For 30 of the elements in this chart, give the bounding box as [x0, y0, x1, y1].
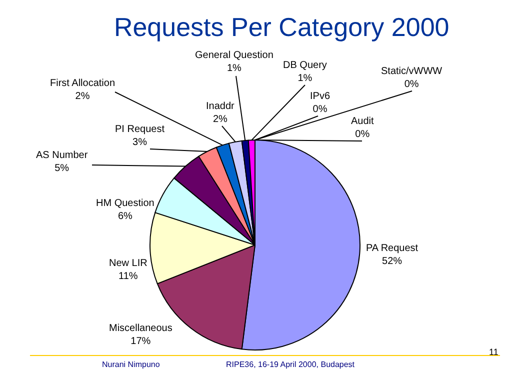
text: Nurani Nimpuno: [102, 360, 160, 369]
text: 11: [489, 347, 498, 357]
category-label: Audit: [351, 116, 374, 127]
text: RIPE36, 16-19 April 2000, Budapest: [226, 360, 356, 369]
text: 0%: [312, 104, 328, 115]
slice-label: Inaddr: [206, 101, 236, 112]
slice-label: PI Request: [115, 124, 165, 135]
data-label: 11%: [118, 271, 138, 282]
text: 0%: [355, 129, 370, 140]
data-label: 6%: [118, 211, 133, 222]
chart-title: Requests Per Category 2000: [114, 12, 450, 42]
text: 0%: [404, 79, 419, 90]
slice-label: Miscellaneous: [109, 323, 172, 334]
data-label: 1%: [298, 73, 312, 84]
data-label: 1%: [226, 63, 242, 74]
data-label: 17%: [130, 336, 151, 347]
slice-label: New LIR: [109, 258, 148, 269]
slice-label: PA Request: [366, 243, 418, 254]
slice-label: AS Number: [36, 150, 88, 161]
data-label: 5%: [54, 163, 70, 174]
data-label: 3%: [132, 137, 148, 148]
category-label: IPv6: [310, 91, 330, 102]
slice-label: HM Question: [96, 198, 154, 209]
data-label: 2%: [75, 91, 90, 102]
slice-label: General Question: [195, 50, 274, 61]
category-label: Static/vWWW: [381, 66, 442, 77]
slice-label: DB Query: [283, 60, 327, 71]
slice-label: First Allocation: [50, 78, 116, 89]
data-label: 2%: [212, 114, 228, 125]
data-label: 52%: [382, 256, 402, 267]
